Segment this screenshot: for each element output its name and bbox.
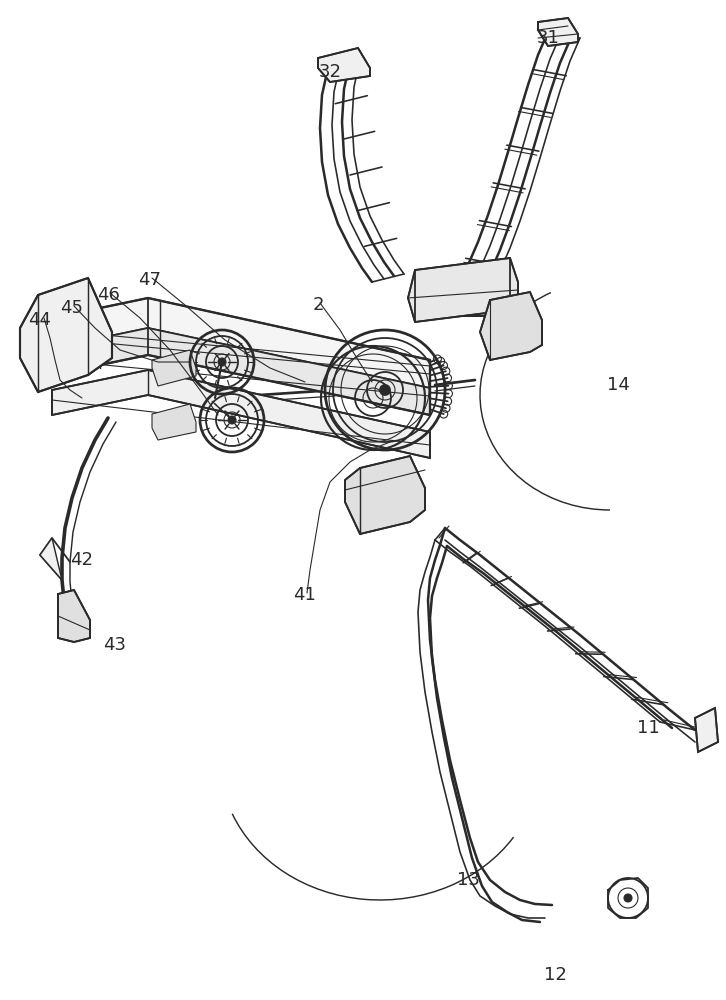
Text: 44: 44 bbox=[28, 311, 52, 329]
Polygon shape bbox=[440, 270, 490, 316]
Text: 12: 12 bbox=[544, 966, 566, 984]
Polygon shape bbox=[20, 278, 112, 392]
Polygon shape bbox=[52, 370, 430, 458]
Polygon shape bbox=[58, 590, 90, 642]
Circle shape bbox=[624, 894, 632, 902]
Circle shape bbox=[380, 385, 390, 395]
Polygon shape bbox=[52, 298, 430, 388]
Polygon shape bbox=[52, 328, 430, 415]
Text: 32: 32 bbox=[319, 63, 341, 81]
Polygon shape bbox=[345, 456, 425, 534]
Polygon shape bbox=[152, 404, 196, 440]
Polygon shape bbox=[152, 350, 196, 386]
Polygon shape bbox=[40, 538, 62, 580]
Text: 42: 42 bbox=[70, 551, 94, 569]
Text: 45: 45 bbox=[60, 299, 83, 317]
Polygon shape bbox=[538, 18, 578, 46]
Polygon shape bbox=[480, 292, 542, 360]
Polygon shape bbox=[318, 48, 370, 82]
Text: 2: 2 bbox=[312, 296, 324, 314]
Circle shape bbox=[228, 416, 236, 424]
Text: 41: 41 bbox=[293, 586, 317, 604]
Text: 31: 31 bbox=[537, 29, 560, 47]
Circle shape bbox=[218, 358, 226, 366]
Text: 47: 47 bbox=[139, 271, 161, 289]
Text: 13: 13 bbox=[457, 871, 479, 889]
Text: 14: 14 bbox=[606, 376, 629, 394]
Text: 11: 11 bbox=[637, 719, 659, 737]
Polygon shape bbox=[695, 708, 718, 752]
Polygon shape bbox=[408, 258, 518, 322]
Text: 46: 46 bbox=[97, 286, 120, 304]
Text: 43: 43 bbox=[104, 636, 126, 654]
